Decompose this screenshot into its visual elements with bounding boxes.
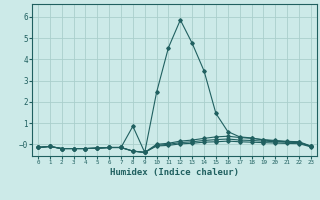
X-axis label: Humidex (Indice chaleur): Humidex (Indice chaleur) — [110, 168, 239, 177]
